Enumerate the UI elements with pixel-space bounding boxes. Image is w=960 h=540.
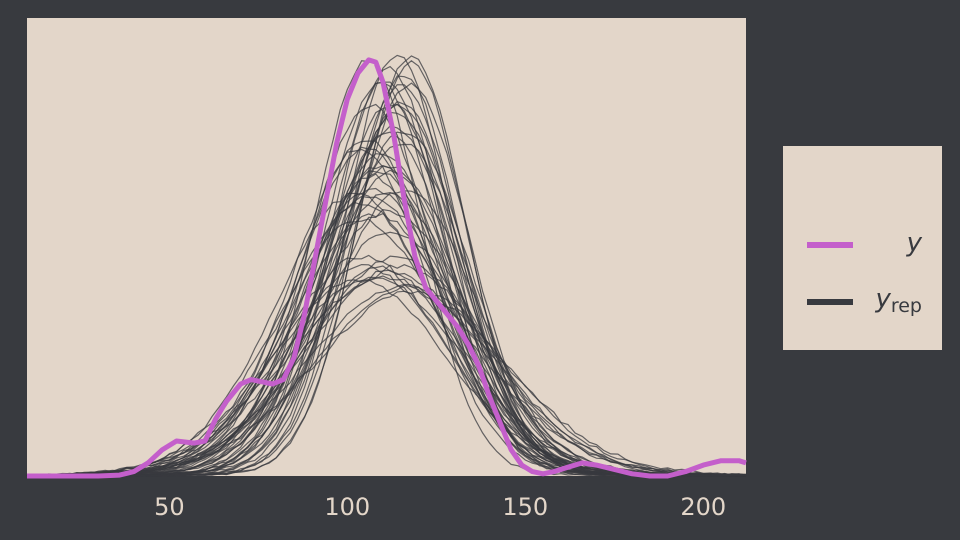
- y-density-line: [27, 57, 747, 479]
- yrep-density-line: [27, 65, 746, 477]
- y-series-group: [27, 57, 747, 479]
- x-tick-label: 50: [154, 493, 185, 521]
- legend-label-yrep-sub: rep: [891, 295, 922, 317]
- x-tick-label: 100: [324, 493, 370, 521]
- x-axis-ticks: 50 100 150 200: [154, 493, 726, 521]
- legend-label-y: y: [906, 228, 923, 258]
- legend-label-yrep-main: y: [874, 284, 891, 314]
- x-tick-label: 200: [680, 493, 726, 521]
- yrep-density-line: [26, 284, 747, 476]
- x-tick-label: 150: [502, 493, 548, 521]
- legend: y yrep: [783, 146, 942, 350]
- legend-label-yrep: yrep: [874, 284, 922, 317]
